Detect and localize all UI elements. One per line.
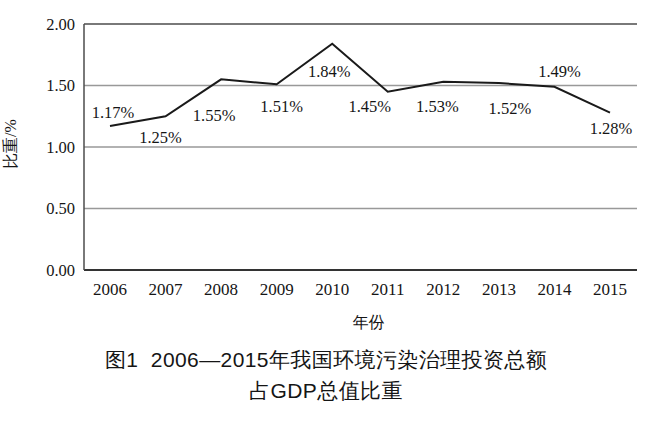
data-label: 1.17% bbox=[92, 103, 135, 122]
data-label: 1.25% bbox=[139, 128, 182, 147]
data-label: 1.45% bbox=[348, 97, 391, 116]
caption-line1: 图1 2006—2015年我国环境污染治理投资总额 bbox=[0, 348, 652, 372]
x-tick-label: 2006 bbox=[93, 280, 127, 299]
x-tick-label: 2009 bbox=[260, 280, 294, 299]
x-tick-label: 2014 bbox=[537, 280, 572, 299]
x-tick-label: 2008 bbox=[204, 280, 238, 299]
y-axis-title: 比重/% bbox=[2, 119, 19, 169]
y-tick-label: 1.50 bbox=[46, 76, 75, 95]
x-axis-title: 年份 bbox=[353, 314, 385, 331]
data-label: 1.84% bbox=[308, 62, 351, 81]
data-label: 1.55% bbox=[193, 106, 236, 125]
y-tick-label: 0.00 bbox=[46, 261, 75, 280]
x-tick-label: 2011 bbox=[371, 280, 404, 299]
data-label: 1.53% bbox=[416, 97, 459, 116]
x-tick-label: 2012 bbox=[426, 280, 460, 299]
x-tick-label: 2015 bbox=[593, 280, 627, 299]
data-label: 1.51% bbox=[260, 97, 303, 116]
x-tick-label: 2007 bbox=[149, 280, 184, 299]
x-tick-label: 2010 bbox=[315, 280, 349, 299]
x-tick-label: 2013 bbox=[482, 280, 516, 299]
line-chart: 2.00 1.50 1.00 0.50 0.00 1.17%1.25% 1.55% 1.51%… bbox=[0, 0, 661, 340]
data-label: 1.28% bbox=[590, 119, 633, 138]
y-tick-label: 2.00 bbox=[46, 15, 75, 34]
y-tick-label: 1.00 bbox=[46, 138, 75, 157]
y-tick-label: 0.50 bbox=[46, 199, 75, 218]
figure-caption: 图1 2006—2015年我国环境污染治理投资总额 占GDP总值比重 bbox=[0, 348, 652, 403]
data-label: 1.49% bbox=[538, 62, 581, 81]
caption-line2: 占GDP总值比重 bbox=[0, 379, 652, 403]
data-label: 1.52% bbox=[489, 99, 532, 118]
